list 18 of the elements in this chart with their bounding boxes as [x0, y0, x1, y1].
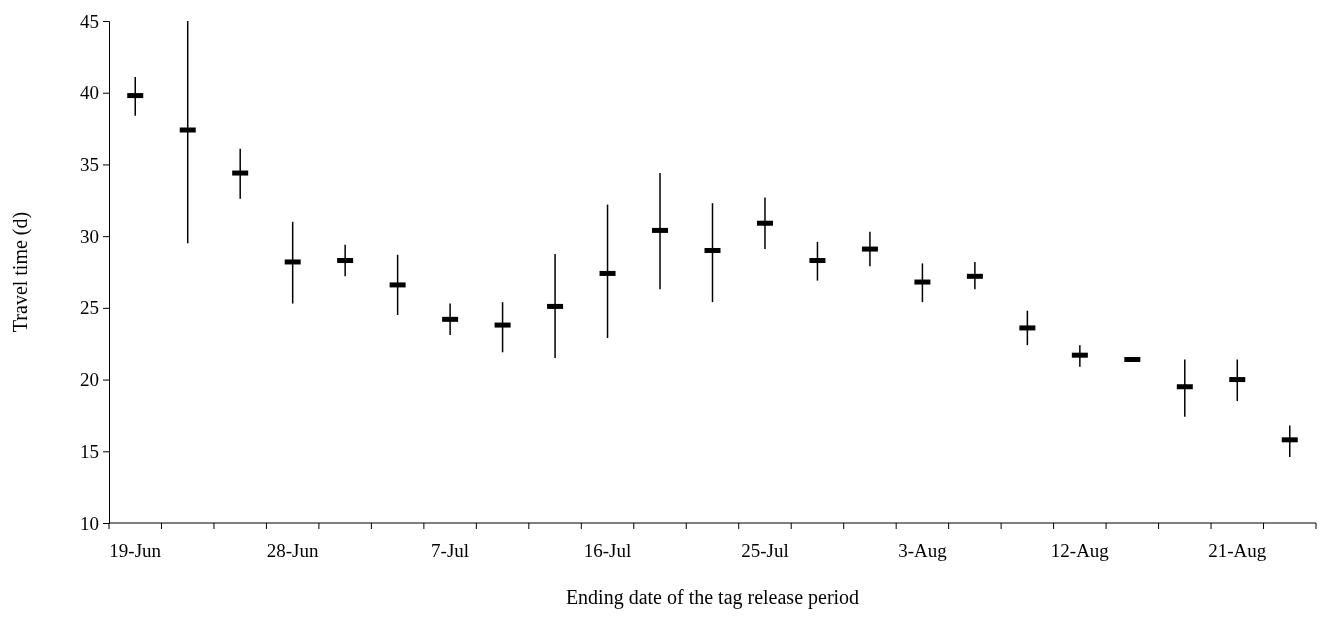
- y-tick-label: 45: [80, 10, 99, 32]
- x-tick-label: 25-Jul: [741, 540, 789, 561]
- y-tick-label: 10: [80, 512, 99, 534]
- x-tick-label: 19-Jun: [109, 540, 162, 561]
- x-axis-title: Ending date of the tag release period: [565, 586, 860, 609]
- x-tick-label: 28-Jun: [266, 540, 320, 561]
- x-tick-label: 12-Aug: [1050, 540, 1110, 561]
- y-tick-label: 25: [80, 297, 99, 319]
- y-tick-label: 20: [80, 369, 99, 391]
- x-tick-label: 16-Jul: [583, 540, 632, 561]
- y-tick-label: 15: [80, 440, 99, 462]
- x-tick-label: 7-Jul: [431, 540, 470, 561]
- y-tick-label: 40: [80, 82, 99, 104]
- x-tick-label: 21-Aug: [1208, 540, 1267, 561]
- y-axis-title: Travel time (d): [9, 211, 32, 333]
- y-tick-label: 30: [80, 225, 99, 247]
- y-tick-label: 35: [80, 154, 99, 176]
- x-tick-label: 3-Aug: [898, 540, 948, 561]
